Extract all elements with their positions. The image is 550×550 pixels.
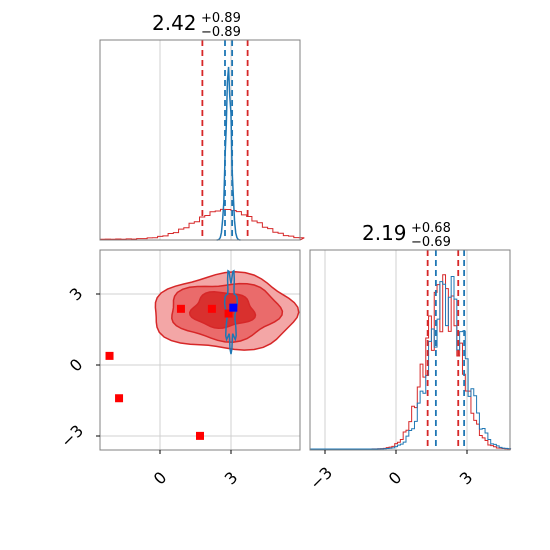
marginal-panel-param1 [309, 249, 512, 451]
red-square-marker [207, 304, 216, 313]
tick-label: 3 [221, 468, 242, 489]
title-param1-value: 2.19 [362, 221, 407, 245]
title-param1-minus: −0.69 [411, 235, 451, 250]
tick-label: 3 [66, 284, 87, 305]
red-square-marker [224, 309, 233, 318]
red-square-marker [176, 304, 185, 313]
red-square-marker [196, 431, 204, 440]
joint-panel [99, 249, 301, 451]
marginal0-blue-histogram [216, 66, 241, 241]
marginal1-blue-histogram [309, 275, 512, 451]
tick-label: 3 [456, 468, 477, 489]
tick-label: −3 [306, 463, 336, 493]
title-param0-value: 2.42 [152, 11, 197, 35]
title-param0-minus: −0.89 [201, 25, 241, 40]
joint-frame [99, 249, 301, 451]
title-param1-plus: +0.68 [411, 221, 451, 236]
marginal1-red-histogram [309, 274, 512, 451]
blue-square-marker [229, 303, 238, 312]
tick-label: 0 [150, 468, 171, 489]
marginal-panel-param0 [99, 39, 305, 241]
tick-label: −3 [57, 421, 87, 451]
joint-contour-inner [188, 291, 257, 330]
tick-label: 0 [66, 355, 87, 376]
marginal0-frame [99, 39, 301, 241]
marginal1-frame [309, 249, 511, 451]
red-square-marker [105, 351, 114, 360]
marginal0-red-histogram [99, 208, 305, 241]
title-param0-plus: +0.89 [201, 11, 241, 26]
red-square-marker [115, 394, 124, 403]
tick-marks [96, 293, 468, 454]
tick-label: 0 [385, 468, 406, 489]
